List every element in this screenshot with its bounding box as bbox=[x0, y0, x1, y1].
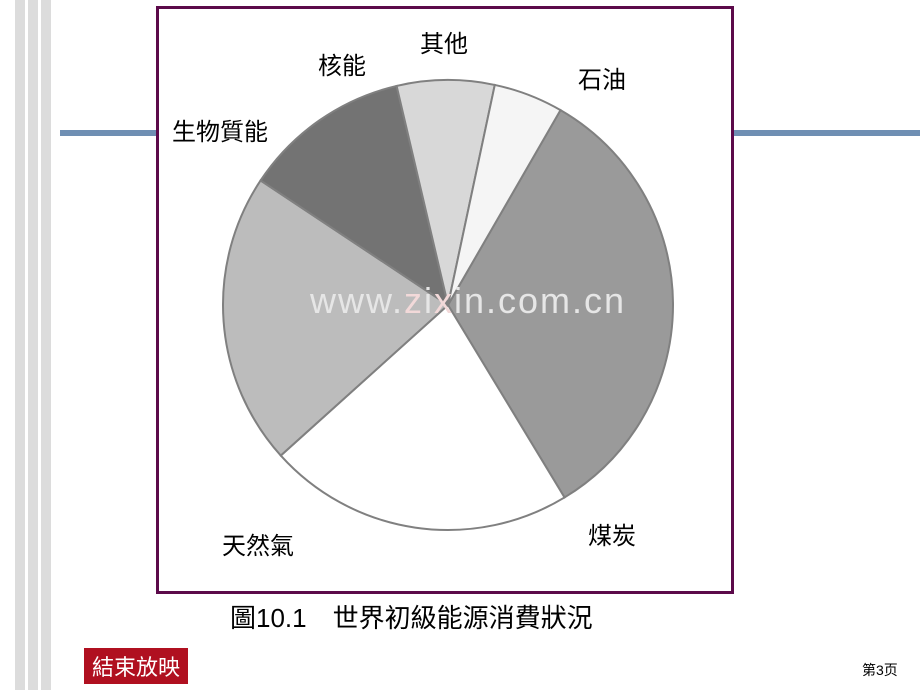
slice-label: 天然氣 bbox=[222, 526, 294, 561]
end-slideshow-button[interactable]: 結束放映 bbox=[84, 648, 188, 684]
page-number: 第3页 bbox=[862, 660, 898, 680]
figure-caption: 圖10.1 世界初級能源消費狀況 bbox=[230, 598, 593, 635]
slice-label: 其他 bbox=[420, 24, 468, 59]
slice-label: 煤炭 bbox=[588, 516, 636, 551]
slice-label: 生物質能 bbox=[172, 112, 268, 147]
pie-chart bbox=[0, 0, 920, 690]
slice-label: 石油 bbox=[578, 60, 626, 95]
slice-label: 核能 bbox=[318, 46, 366, 81]
